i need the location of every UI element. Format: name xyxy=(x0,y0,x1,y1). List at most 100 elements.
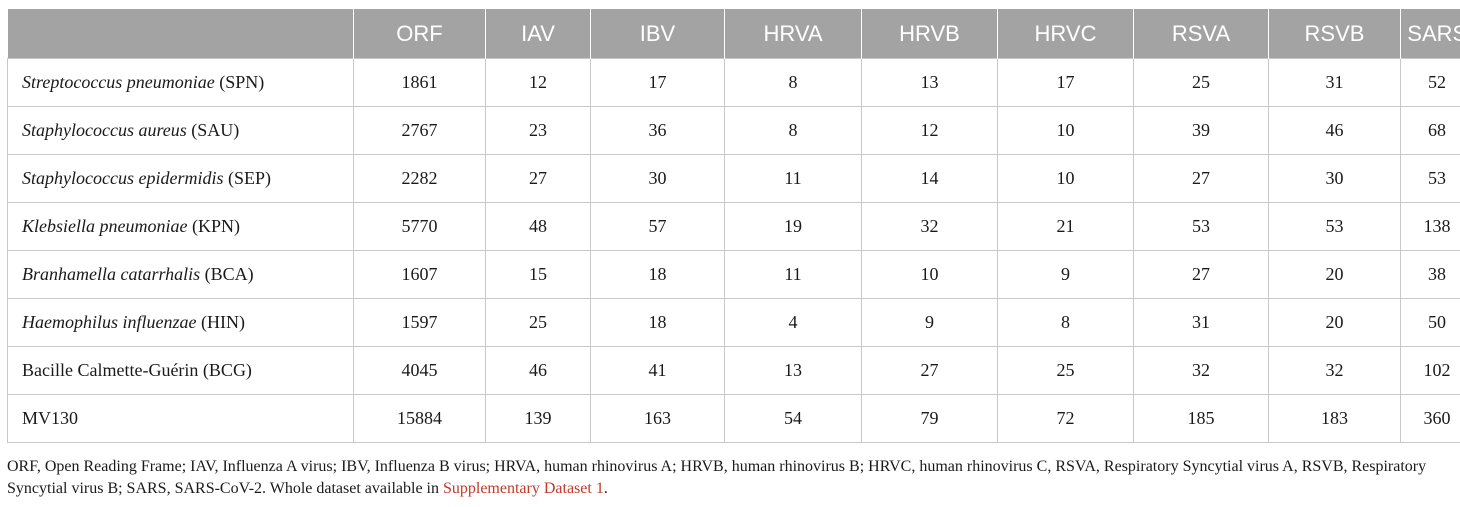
species-abbreviation: (HIN) xyxy=(196,312,245,332)
cell-sars: 50 xyxy=(1400,298,1460,347)
cell-sars: 52 xyxy=(1400,58,1460,107)
header-row: ORF IAV IBV HRVA HRVB HRVC RSVA RSVB SARS xyxy=(7,9,1460,59)
species-name: Haemophilus influenzae xyxy=(22,312,197,332)
cell-rsva: 185 xyxy=(1133,394,1269,443)
table-row: Staphylococcus aureus (SAU) 2767 23 36 8 12 10… xyxy=(7,106,1460,155)
table-row: Klebsiella pneumoniae (KPN) 5770 48 57 19 32 2… xyxy=(7,202,1460,251)
table-row: Bacille Calmette-Guérin (BCG) 4045 46 41 13 2… xyxy=(7,346,1460,395)
cell-sars: 360 xyxy=(1400,394,1460,443)
species-name: Streptococcus pneumoniae xyxy=(22,72,215,92)
column-header-rsvb: RSVB xyxy=(1268,9,1401,59)
cell-ibv: 18 xyxy=(590,250,725,299)
row-label: Klebsiella pneumoniae (KPN) xyxy=(7,202,354,251)
row-label: Branhamella catarrhalis (BCA) xyxy=(7,250,354,299)
cell-orf: 1607 xyxy=(353,250,486,299)
cell-orf: 15884 xyxy=(353,394,486,443)
cell-hrva: 54 xyxy=(724,394,862,443)
column-header-hrvb: HRVB xyxy=(861,9,998,59)
cell-orf: 1597 xyxy=(353,298,486,347)
cell-rsva: 53 xyxy=(1133,202,1269,251)
cell-sars: 68 xyxy=(1400,106,1460,155)
column-header-ibv: IBV xyxy=(590,9,725,59)
cell-rsvb: 53 xyxy=(1268,202,1401,251)
column-header-sars: SARS xyxy=(1400,9,1460,59)
species-abbreviation: (KPN) xyxy=(187,216,240,236)
table-row: Branhamella catarrhalis (BCA) 1607 15 18 11 1… xyxy=(7,250,1460,299)
cell-hrvb: 14 xyxy=(861,154,998,203)
cell-iav: 27 xyxy=(485,154,591,203)
cell-hrva: 11 xyxy=(724,250,862,299)
species-abbreviation: (BCA) xyxy=(200,264,254,284)
species-abbreviation: (SPN) xyxy=(214,72,265,92)
cell-hrvb: 10 xyxy=(861,250,998,299)
cell-iav: 48 xyxy=(485,202,591,251)
cell-rsva: 32 xyxy=(1133,346,1269,395)
cell-iav: 23 xyxy=(485,106,591,155)
cell-ibv: 57 xyxy=(590,202,725,251)
species-name: Staphylococcus aureus xyxy=(22,120,187,140)
cell-iav: 25 xyxy=(485,298,591,347)
cell-iav: 139 xyxy=(485,394,591,443)
species-abbreviation: (SEP) xyxy=(223,168,271,188)
cell-hrvc: 17 xyxy=(997,58,1134,107)
cell-sars: 102 xyxy=(1400,346,1460,395)
footnote-end: . xyxy=(603,480,608,497)
table-row: MV130 15884 139 163 54 79 72 185 183 360 xyxy=(7,394,1460,443)
column-header-rsva: RSVA xyxy=(1133,9,1269,59)
cell-orf: 1861 xyxy=(353,58,486,107)
cell-hrvb: 13 xyxy=(861,58,998,107)
cell-rsva: 39 xyxy=(1133,106,1269,155)
cell-hrvc: 8 xyxy=(997,298,1134,347)
cell-ibv: 18 xyxy=(590,298,725,347)
column-header-hrva: HRVA xyxy=(724,9,862,59)
cell-hrvc: 10 xyxy=(997,154,1134,203)
cell-sars: 53 xyxy=(1400,154,1460,203)
cell-hrvc: 25 xyxy=(997,346,1134,395)
cell-hrvb: 9 xyxy=(861,298,998,347)
row-label: Streptococcus pneumoniae (SPN) xyxy=(7,58,354,107)
table-row: Haemophilus influenzae (HIN) 1597 25 18 4 9 8 3… xyxy=(7,298,1460,347)
header-cell-blank xyxy=(7,9,354,59)
row-label: Bacille Calmette-Guérin (BCG) xyxy=(7,346,354,395)
cell-hrva: 13 xyxy=(724,346,862,395)
cell-hrva: 11 xyxy=(724,154,862,203)
data-table: ORF IAV IBV HRVA HRVB HRVC RSVA RSVB SARS Strept… xyxy=(7,9,1460,443)
cell-rsvb: 20 xyxy=(1268,250,1401,299)
data-table-container: ORF IAV IBV HRVA HRVB HRVC RSVA RSVB SARS Strept… xyxy=(7,9,1460,443)
cell-orf: 2282 xyxy=(353,154,486,203)
cell-rsvb: 32 xyxy=(1268,346,1401,395)
cell-rsvb: 20 xyxy=(1268,298,1401,347)
row-label: MV130 xyxy=(7,394,354,443)
table-header: ORF IAV IBV HRVA HRVB HRVC RSVA RSVB SARS xyxy=(7,9,1460,59)
row-name: Bacille Calmette-Guérin (BCG) xyxy=(22,360,252,380)
cell-hrva: 8 xyxy=(724,106,862,155)
cell-hrvc: 10 xyxy=(997,106,1134,155)
table-row: Staphylococcus epidermidis (SEP) 2282 27 30… xyxy=(7,154,1460,203)
cell-rsva: 25 xyxy=(1133,58,1269,107)
cell-rsvb: 31 xyxy=(1268,58,1401,107)
footnote-text: ORF, Open Reading Frame; IAV, Influenza … xyxy=(7,458,1427,497)
cell-hrva: 19 xyxy=(724,202,862,251)
cell-hrvb: 32 xyxy=(861,202,998,251)
cell-rsvb: 46 xyxy=(1268,106,1401,155)
cell-rsvb: 183 xyxy=(1268,394,1401,443)
cell-rsvb: 30 xyxy=(1268,154,1401,203)
cell-iav: 46 xyxy=(485,346,591,395)
cell-hrvb: 79 xyxy=(861,394,998,443)
cell-ibv: 41 xyxy=(590,346,725,395)
species-abbreviation: (SAU) xyxy=(186,120,240,140)
cell-rsva: 27 xyxy=(1133,154,1269,203)
table-row: Streptococcus pneumoniae (SPN) 1861 12 17 8 1… xyxy=(7,58,1460,107)
row-label: Staphylococcus epidermidis (SEP) xyxy=(7,154,354,203)
species-name: Staphylococcus epidermidis xyxy=(22,168,224,188)
row-name: MV130 xyxy=(22,408,79,428)
cell-iav: 15 xyxy=(485,250,591,299)
supplementary-dataset-link[interactable]: Supplementary Dataset 1 xyxy=(442,480,604,497)
cell-ibv: 36 xyxy=(590,106,725,155)
cell-ibv: 17 xyxy=(590,58,725,107)
cell-hrvb: 12 xyxy=(861,106,998,155)
column-header-iav: IAV xyxy=(485,9,591,59)
cell-ibv: 163 xyxy=(590,394,725,443)
cell-rsva: 27 xyxy=(1133,250,1269,299)
cell-orf: 2767 xyxy=(353,106,486,155)
